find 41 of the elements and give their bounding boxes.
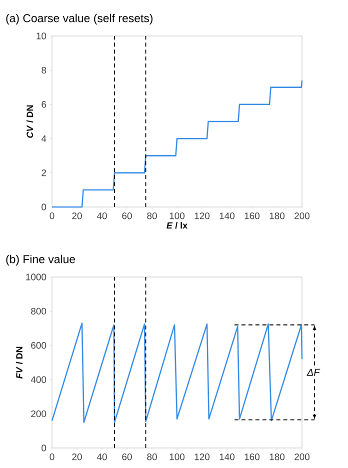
y-tick-label: 0 — [42, 444, 46, 452]
y-tick-label: 400 — [30, 376, 46, 383]
x-tick-label: 20 — [72, 212, 82, 220]
x-tick-label: 140 — [220, 454, 235, 460]
x-tick-label: 0 — [50, 454, 54, 460]
chart-title: (b) Fine value — [6, 254, 76, 266]
x-tick-label: 60 — [122, 212, 132, 220]
x-tick-label: 200 — [294, 212, 310, 220]
x-tick-label: 60 — [122, 454, 132, 460]
y-tick-label: 8 — [42, 66, 46, 74]
text: ΔF — [306, 368, 320, 376]
x-tick-label: 80 — [147, 212, 157, 220]
y-tick-label: 800 — [31, 308, 46, 315]
y-tick-label: 1000 — [26, 274, 46, 280]
y-tick-label: 600 — [31, 342, 46, 349]
x-tick-label: 160 — [244, 454, 260, 460]
x-tick-label: 120 — [194, 454, 210, 460]
x-tick-label: 180 — [270, 454, 285, 460]
x-tick-label: 100 — [170, 454, 185, 460]
x-tick-label: 20 — [72, 454, 82, 460]
x-tick-label: 100 — [170, 212, 185, 220]
y-tick-label: 4 — [41, 135, 46, 142]
x-tick-label: 200 — [294, 454, 310, 460]
x-tick-label: 160 — [244, 212, 260, 220]
x-tick-label: 0 — [50, 212, 54, 220]
line-series — [51, 322, 303, 423]
y-axis-title: CV / DN — [26, 105, 34, 138]
x-tick-label: 80 — [147, 454, 157, 460]
y-tick-label: 0 — [42, 204, 46, 210]
y-tick-label: 6 — [42, 101, 46, 108]
y-tick-label: 2 — [42, 169, 46, 176]
x-tick-label: 140 — [220, 212, 235, 220]
y-tick-label: 200 — [31, 410, 46, 418]
x-tick-label: 40 — [96, 454, 107, 460]
y-tick-label: 10 — [36, 32, 46, 40]
x-tick-label: 120 — [194, 212, 210, 220]
x-tick-label: 180 — [270, 212, 285, 220]
y-axis-title: FV / DN — [16, 346, 23, 379]
x-tick-label: 40 — [96, 212, 107, 220]
x-axis-title: E / lx — [166, 222, 188, 229]
chart-title: (a) Coarse value (self resets) — [6, 14, 153, 24]
